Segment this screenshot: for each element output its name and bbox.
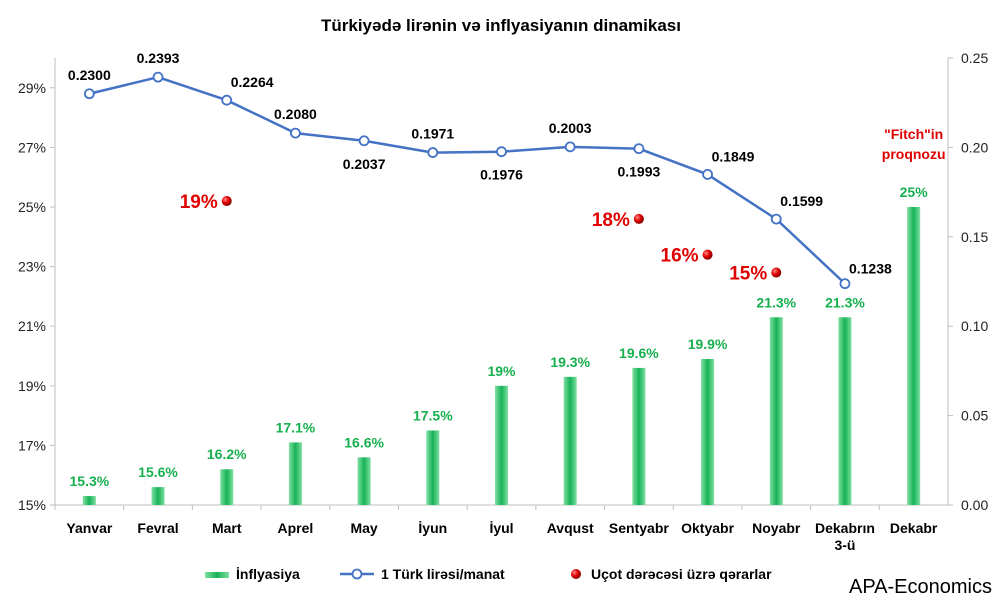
inflation-value-label: 15.3% <box>69 473 109 489</box>
category-label: Sentyabr <box>609 520 669 536</box>
left-tick-label: 19% <box>18 378 46 394</box>
category-label: Aprel <box>278 520 314 536</box>
inflation-value-label: 15.6% <box>138 464 178 480</box>
inflation-bar <box>701 358 715 505</box>
inflation-value-label: 19.3% <box>550 354 590 370</box>
exchange-rate-line <box>89 75 846 285</box>
rate-decision-label: 18% <box>592 210 630 231</box>
inflation-bar <box>769 317 783 505</box>
exchange-rate-label: 0.1976 <box>480 167 523 183</box>
exchange-rate-point <box>633 143 645 155</box>
rate-decision-dot <box>633 213 644 224</box>
rate-decision-dot <box>771 267 782 278</box>
exchange-rate-label: 0.2037 <box>343 156 386 172</box>
category-label: Oktyabr <box>681 520 734 536</box>
exchange-rate-point <box>702 168 713 180</box>
exchange-rate-point <box>358 135 370 147</box>
exchange-rate-label: 0.2300 <box>68 67 111 83</box>
exchange-rate-label: 0.1599 <box>780 193 823 209</box>
rate-decision-label: 19% <box>180 192 218 213</box>
forecast-note: proqnozu <box>882 146 946 162</box>
inflation-value-label: 16.2% <box>207 446 247 462</box>
category-label: 3-ü <box>834 537 855 553</box>
category-label: İyun <box>418 520 447 536</box>
category-label: Dekabr <box>890 520 938 536</box>
inflation-value-label: 19% <box>487 363 516 379</box>
inflation-bar <box>151 487 165 505</box>
exchange-rate-point <box>83 88 95 100</box>
rate-decision-label: 16% <box>661 246 699 267</box>
legend-label: Uçot dərəcəsi üzrə qərarlar <box>591 566 772 582</box>
category-label: Mart <box>212 520 242 536</box>
inflation-bar <box>632 367 646 505</box>
inflation-bar <box>82 496 96 505</box>
rate-decision-dot <box>221 196 232 207</box>
inflation-value-label: 19.6% <box>619 345 659 361</box>
inflation-value-label: 25% <box>900 184 929 200</box>
left-tick-label: 25% <box>18 199 46 215</box>
exchange-rate-point <box>564 141 576 153</box>
left-tick-label: 23% <box>18 259 46 275</box>
inflation-value-label: 21.3% <box>756 294 796 310</box>
right-tick-label: 0.10 <box>961 318 988 334</box>
category-label: Avqust <box>547 520 594 536</box>
inflation-value-label: 19.9% <box>688 336 728 352</box>
right-tick-label: 0.15 <box>961 229 988 245</box>
category-label: May <box>350 520 377 536</box>
inflation-bar <box>563 376 577 505</box>
category-label: Fevral <box>137 520 178 536</box>
exchange-rate-point <box>839 278 851 290</box>
exchange-rate-label: 0.1993 <box>617 164 660 180</box>
category-label: Dekabrın <box>815 520 875 536</box>
left-tick-label: 21% <box>18 318 46 334</box>
left-tick-label: 17% <box>18 437 46 453</box>
right-tick-label: 0.00 <box>961 497 988 513</box>
category-label: Noyabr <box>752 520 801 536</box>
exchange-rate-label: 0.2003 <box>549 120 592 136</box>
exchange-rate-point <box>290 127 301 139</box>
left-tick-label: 29% <box>18 80 46 96</box>
inflation-bar <box>357 457 371 505</box>
category-label: Yanvar <box>66 520 112 536</box>
inflation-bar <box>838 317 852 505</box>
legend-line-marker <box>351 568 363 580</box>
inflation-value-label: 17.1% <box>276 419 316 435</box>
inflation-value-label: 16.6% <box>344 434 384 450</box>
legend-label: 1 Türk lirəsi/manat <box>381 566 505 582</box>
exchange-rate-point <box>152 71 164 83</box>
legend-dot-swatch <box>571 569 581 579</box>
exchange-rate-label: 0.2080 <box>274 106 317 122</box>
inflation-bar <box>495 385 508 505</box>
inflation-bar <box>907 207 921 505</box>
inflation-bar <box>220 469 234 505</box>
left-tick-label: 27% <box>18 139 46 155</box>
exchange-rate-label: 0.2393 <box>137 50 180 66</box>
inflation-value-label: 17.5% <box>413 408 453 424</box>
rate-decision-label: 15% <box>729 264 767 285</box>
right-tick-label: 0.20 <box>961 139 988 155</box>
exchange-rate-point <box>221 94 233 106</box>
exchange-rate-label: 0.2264 <box>231 74 274 90</box>
exchange-rate-label: 0.1849 <box>712 148 755 164</box>
inflation-bar <box>288 442 302 505</box>
exchange-rate-label: 0.1238 <box>849 261 892 277</box>
legend-label: İnflyasiya <box>236 566 300 582</box>
category-label: İyul <box>489 520 513 536</box>
inflation-bar <box>426 430 440 505</box>
brand-label: APA-Economics <box>849 576 992 598</box>
legend-bar-swatch <box>205 572 229 578</box>
chart-title: Türkiyədə lirənin və inflyasiyanın dinam… <box>321 16 681 35</box>
exchange-rate-point <box>770 213 782 225</box>
left-tick-label: 15% <box>18 497 46 513</box>
right-tick-label: 0.25 <box>961 50 988 66</box>
exchange-rate-label: 0.1971 <box>411 126 454 142</box>
forecast-note: "Fitch"in <box>884 126 943 142</box>
rate-decision-dot <box>702 249 713 260</box>
right-tick-label: 0.05 <box>961 408 988 424</box>
exchange-rate-point <box>427 147 439 158</box>
inflation-value-label: 21.3% <box>825 294 865 310</box>
exchange-rate-point <box>496 146 507 158</box>
